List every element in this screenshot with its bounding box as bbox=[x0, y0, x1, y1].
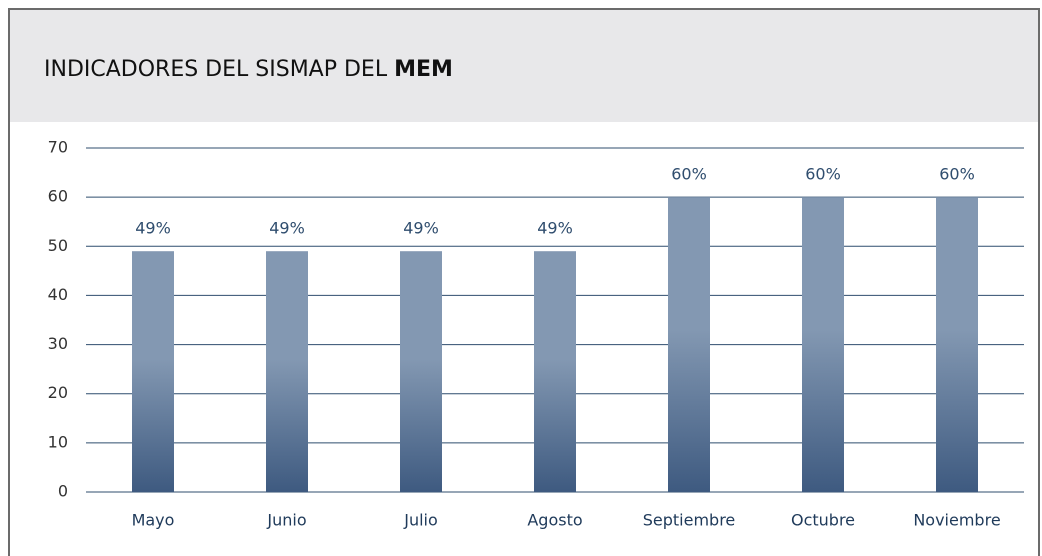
y-tick-label: 0 bbox=[58, 482, 68, 501]
title-text: INDICADORES DEL SISMAP DEL bbox=[44, 57, 388, 82]
title-bold: MEM bbox=[394, 57, 453, 82]
value-label: 60% bbox=[671, 165, 707, 184]
x-tick-label: Agosto bbox=[527, 511, 582, 530]
y-tick-label: 60 bbox=[48, 187, 68, 206]
frame bbox=[8, 8, 1040, 556]
value-label: 49% bbox=[135, 219, 171, 238]
y-tick-label: 70 bbox=[48, 138, 68, 157]
y-tick-label: 10 bbox=[48, 432, 68, 451]
x-tick-label: Julio bbox=[403, 511, 438, 530]
y-tick-label: 50 bbox=[48, 236, 68, 255]
bar bbox=[802, 197, 844, 492]
y-tick-label: 30 bbox=[48, 334, 68, 353]
bar bbox=[266, 251, 308, 492]
x-tick-label: Mayo bbox=[132, 511, 175, 530]
bar bbox=[668, 197, 710, 492]
value-label: 60% bbox=[805, 165, 841, 184]
x-tick-label: Septiembre bbox=[643, 511, 736, 530]
bar bbox=[936, 197, 978, 492]
x-tick-label: Noviembre bbox=[913, 511, 1000, 530]
value-label: 60% bbox=[939, 165, 975, 184]
chart-title: INDICADORES DEL SISMAP DEL MEM bbox=[44, 57, 453, 82]
bar bbox=[132, 251, 174, 492]
value-label: 49% bbox=[403, 219, 439, 238]
y-tick-label: 40 bbox=[48, 285, 68, 304]
bar bbox=[400, 251, 442, 492]
bar bbox=[534, 251, 576, 492]
value-label: 49% bbox=[537, 219, 573, 238]
value-label: 49% bbox=[269, 219, 305, 238]
y-tick-label: 20 bbox=[48, 383, 68, 402]
x-tick-label: Junio bbox=[266, 511, 306, 530]
x-tick-label: Octubre bbox=[791, 511, 855, 530]
header-band bbox=[10, 10, 1038, 122]
